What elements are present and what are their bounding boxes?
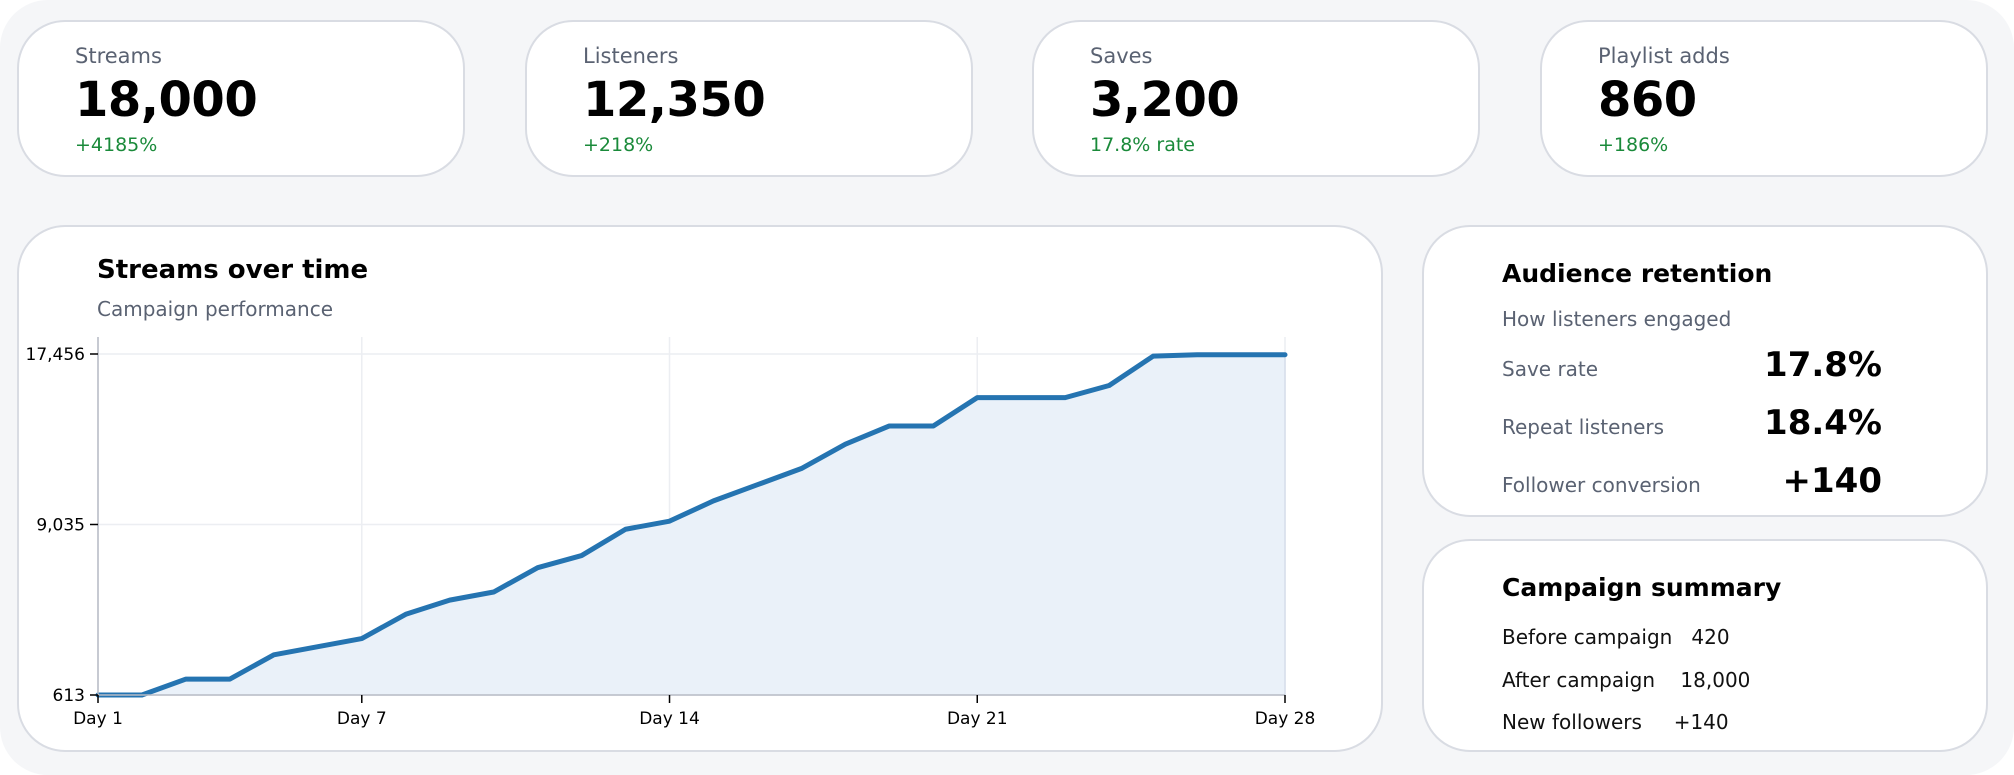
campaign-summary-card: Campaign summary Before campaign 420 Aft… <box>1422 539 1988 752</box>
audience-retention-card: Audience retention How listeners engaged… <box>1422 225 1988 517</box>
y-tick-label: 613 <box>53 686 85 706</box>
summary-row-followers: New followers +140 <box>1502 710 1729 734</box>
area-fill <box>98 354 1285 695</box>
retention-title: Audience retention <box>1502 259 1773 288</box>
stat-card-saves: Saves 3,200 17.8% rate <box>1032 20 1480 177</box>
stat-value: 3,200 <box>1090 72 1240 128</box>
retention-subtitle: How listeners engaged <box>1502 307 1732 331</box>
chart-subtitle: Campaign performance <box>97 297 334 321</box>
summary-title: Campaign summary <box>1502 573 1782 602</box>
x-tick-label: Day 7 <box>337 709 387 729</box>
summary-row-before: Before campaign 420 <box>1502 625 1730 649</box>
retention-row-save-rate: Save rate 17.8% <box>1502 345 1882 385</box>
x-tick-label: Day 28 <box>1255 709 1316 729</box>
retention-label: Save rate <box>1502 357 1599 381</box>
stat-delta: +4185% <box>75 134 158 156</box>
stat-label: Saves <box>1090 44 1153 68</box>
y-tick-label: 9,035 <box>36 515 85 535</box>
retention-label: Follower conversion <box>1502 473 1701 497</box>
streams-chart-card: Streams over time Campaign performance 6… <box>17 225 1383 752</box>
retention-row-follower-conversion: Follower conversion +140 <box>1502 461 1882 501</box>
chart-title: Streams over time <box>97 255 369 285</box>
stat-value: 860 <box>1598 72 1697 128</box>
streams-series-line <box>95 352 1288 698</box>
retention-value: 18.4% <box>1764 403 1882 443</box>
retention-label: Repeat listeners <box>1502 415 1665 439</box>
retention-value: 17.8% <box>1764 345 1882 385</box>
stat-delta: +186% <box>1598 134 1669 156</box>
x-tick-label: Day 21 <box>947 709 1008 729</box>
retention-row-repeat-listeners: Repeat listeners 18.4% <box>1502 403 1882 443</box>
x-tick-label: Day 1 <box>73 709 123 729</box>
stat-card-playlist-adds: Playlist adds 860 +186% <box>1540 20 1988 177</box>
streams-area-chart: 613 9,035 17,456 Day 1 Day 7 Day 14 Day 21 Day … <box>26 337 1316 729</box>
stat-delta: +218% <box>583 134 654 156</box>
x-tick-label: Day 14 <box>639 709 700 729</box>
summary-row-after: After campaign 18,000 <box>1502 668 1751 692</box>
retention-value: +140 <box>1782 461 1882 501</box>
stat-label: Streams <box>75 44 162 68</box>
stat-value: 18,000 <box>75 72 258 128</box>
y-tick-label: 17,456 <box>26 345 85 365</box>
stat-label: Listeners <box>583 44 679 68</box>
stat-value: 12,350 <box>583 72 766 128</box>
stat-card-streams: Streams 18,000 +4185% <box>17 20 465 177</box>
stat-card-listeners: Listeners 12,350 +218% <box>525 20 973 177</box>
stat-delta: 17.8% rate <box>1090 134 1195 156</box>
stat-label: Playlist adds <box>1598 44 1730 68</box>
